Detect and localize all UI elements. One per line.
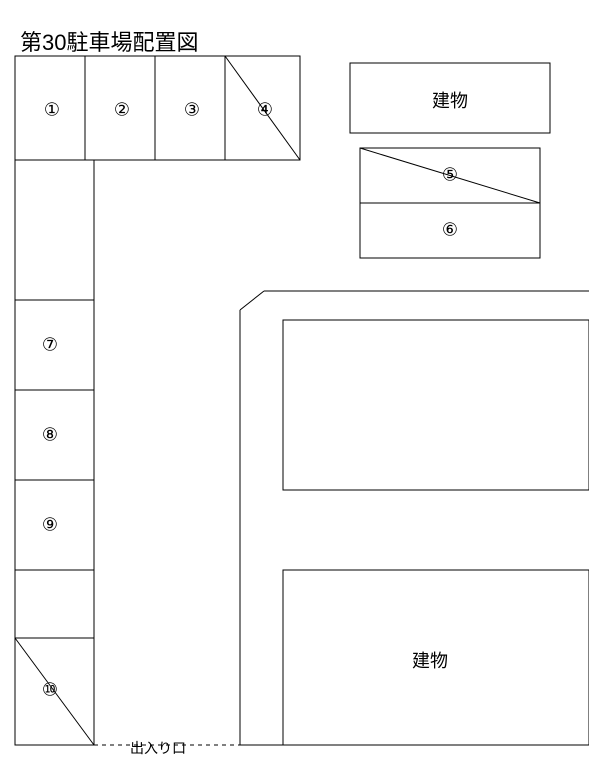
slot-2: ② [114,100,130,121]
slot-10: ⑩ [42,680,58,701]
slot-1: ① [44,100,60,121]
building-bottom: 建物 [412,647,448,673]
slot-4: ④ [257,100,273,121]
slot-7: ⑦ [42,335,58,356]
slot-9: ⑨ [42,515,58,536]
parking-layout-diagram: 第30駐車場配置図 ①②③④⑦⑧⑨⑩⑤⑥建物建物出入り口 [0,0,589,772]
slot-3: ③ [184,100,200,121]
slot-5: ⑤ [442,165,458,186]
slot-6: ⑥ [442,220,458,241]
slot-8: ⑧ [42,425,58,446]
building-top: 建物 [432,87,468,113]
entrance-label: 出入り口 [130,738,186,758]
diagram-svg [0,0,589,772]
